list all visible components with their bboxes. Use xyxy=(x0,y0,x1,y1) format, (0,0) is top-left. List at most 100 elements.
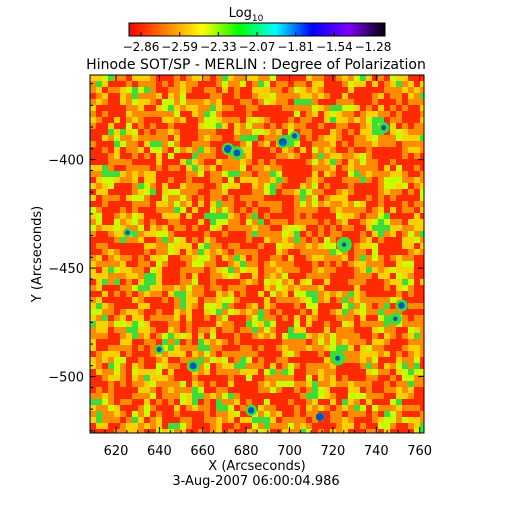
map-cell xyxy=(156,321,162,327)
map-cell xyxy=(408,321,414,327)
map-cell xyxy=(90,255,96,261)
map-cell xyxy=(192,267,198,273)
map-cell xyxy=(300,405,306,411)
map-cell xyxy=(420,351,424,357)
map-cell xyxy=(324,117,330,123)
map-cell xyxy=(378,345,384,351)
map-cell xyxy=(198,273,204,279)
map-cell xyxy=(252,309,258,315)
map-cell xyxy=(114,363,120,369)
map-cell xyxy=(312,321,318,327)
map-cell xyxy=(336,309,342,315)
map-cell xyxy=(294,315,300,321)
map-cell xyxy=(336,423,342,429)
map-cell xyxy=(396,321,402,327)
map-cell xyxy=(270,201,276,207)
map-cell xyxy=(132,249,138,255)
map-cell xyxy=(192,111,198,117)
map-cell xyxy=(228,315,234,321)
map-cell xyxy=(366,129,372,135)
map-cell xyxy=(300,117,306,123)
map-cell xyxy=(306,231,312,237)
map-cell xyxy=(414,357,420,363)
map-cell xyxy=(294,417,300,423)
map-cell xyxy=(312,99,318,105)
map-cell xyxy=(384,195,390,201)
map-cell xyxy=(402,315,408,321)
map-cell xyxy=(414,171,420,177)
map-cell xyxy=(378,387,384,393)
map-cell xyxy=(222,411,228,417)
map-cell xyxy=(204,189,210,195)
map-cell xyxy=(384,99,390,105)
map-cell xyxy=(180,411,186,417)
map-cell xyxy=(186,75,192,81)
map-cell xyxy=(366,177,372,183)
map-cell xyxy=(132,363,138,369)
map-cell xyxy=(240,243,246,249)
map-cell xyxy=(420,303,424,309)
map-cell xyxy=(414,153,420,159)
map-cell xyxy=(324,99,330,105)
map-cell xyxy=(240,237,246,243)
map-cell xyxy=(216,117,222,123)
map-cell xyxy=(366,291,372,297)
map-cell xyxy=(312,195,318,201)
map-cell xyxy=(348,153,354,159)
map-cell xyxy=(318,207,324,213)
map-cell xyxy=(324,399,330,405)
map-cell xyxy=(366,351,372,357)
map-cell xyxy=(396,123,402,129)
map-cell xyxy=(252,261,258,267)
map-cell xyxy=(234,249,240,255)
map-cell xyxy=(192,429,198,433)
map-cell xyxy=(294,321,300,327)
map-cell xyxy=(234,111,240,117)
map-cell xyxy=(354,111,360,117)
map-cell xyxy=(360,363,366,369)
map-cell xyxy=(222,159,228,165)
map-cell xyxy=(306,399,312,405)
map-cell xyxy=(108,249,114,255)
map-cell xyxy=(378,303,384,309)
map-cell xyxy=(408,75,414,81)
map-cell xyxy=(180,309,186,315)
map-cell xyxy=(210,201,216,207)
map-cell xyxy=(258,321,264,327)
map-cell xyxy=(132,315,138,321)
map-cell xyxy=(348,183,354,189)
map-cell xyxy=(132,357,138,363)
map-cell xyxy=(282,183,288,189)
map-cell xyxy=(246,399,252,405)
map-cell xyxy=(348,201,354,207)
map-cell xyxy=(186,183,192,189)
map-cell xyxy=(204,357,210,363)
map-cell xyxy=(216,189,222,195)
map-cell xyxy=(348,93,354,99)
map-cell xyxy=(378,279,384,285)
map-cell xyxy=(144,111,150,117)
map-cell xyxy=(240,369,246,375)
map-cell xyxy=(378,351,384,357)
map-cell xyxy=(270,243,276,249)
map-cell xyxy=(150,165,156,171)
map-cell xyxy=(330,255,336,261)
map-cell xyxy=(288,189,294,195)
map-cell xyxy=(390,363,396,369)
map-cell xyxy=(90,183,96,189)
map-cell xyxy=(336,321,342,327)
map-cell xyxy=(114,135,120,141)
map-cell xyxy=(330,207,336,213)
map-cell xyxy=(390,75,396,81)
map-cell xyxy=(114,147,120,153)
map-cell xyxy=(222,399,228,405)
map-cell xyxy=(324,261,330,267)
map-cell xyxy=(102,117,108,123)
map-cell xyxy=(372,393,378,399)
map-cell xyxy=(168,117,174,123)
map-cell xyxy=(150,147,156,153)
map-cell xyxy=(228,237,234,243)
map-cell xyxy=(264,327,270,333)
map-cell xyxy=(366,201,372,207)
